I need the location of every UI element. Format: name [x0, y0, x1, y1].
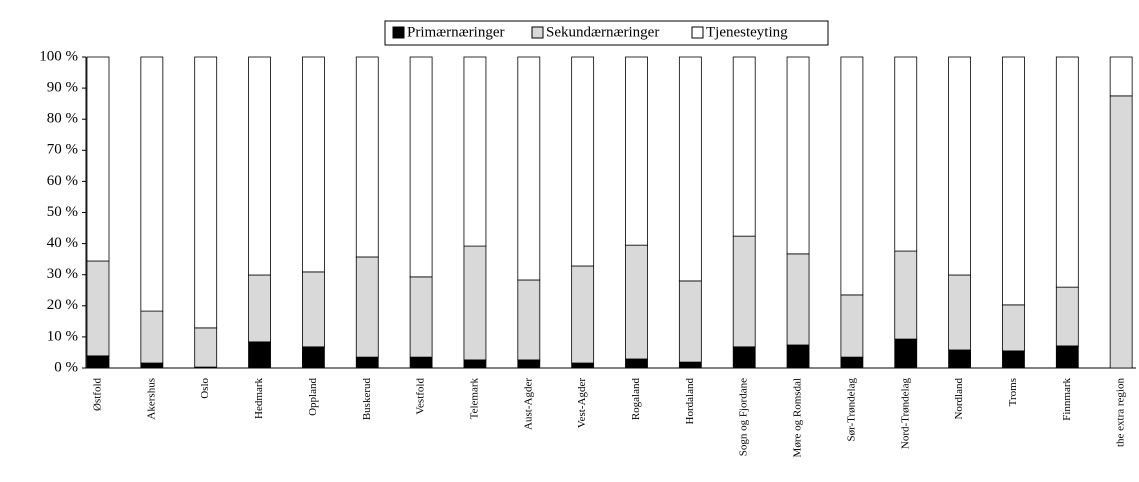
bar-segment	[248, 274, 271, 343]
bar-segment	[355, 56, 379, 258]
bar-segment	[1109, 95, 1133, 369]
bar-segment	[194, 56, 218, 329]
bar-segment	[948, 274, 971, 351]
bar-segment	[1002, 56, 1025, 306]
legend-label: Primærnæringer	[407, 24, 505, 40]
bar-segment	[571, 265, 595, 364]
bar-segment	[463, 245, 487, 361]
bar-segment	[786, 344, 810, 369]
bar-segment	[786, 253, 810, 346]
x-tick-label: Møre og Romsdal	[792, 378, 804, 457]
x-tick-label: Aust-Agder	[522, 378, 534, 430]
bar-segment	[140, 56, 164, 312]
x-tick-label: Hordaland	[684, 378, 696, 425]
x-tick-label: Oslo	[199, 378, 211, 399]
bar-segment	[301, 346, 325, 369]
bar-segment	[625, 56, 648, 246]
bar-segment	[194, 327, 218, 368]
bar-segment	[301, 271, 325, 348]
y-tick-label: 30 %	[47, 266, 78, 282]
y-tick-label: 0 %	[54, 359, 78, 375]
y-tick-label: 70 %	[47, 142, 78, 158]
bar-segment	[948, 349, 971, 369]
bar-segment	[248, 56, 271, 276]
bar-segment	[894, 250, 918, 340]
bar-segment	[355, 256, 379, 358]
bar-segment	[894, 56, 918, 252]
legend-box	[384, 20, 829, 46]
y-tick-label: 80 %	[47, 111, 78, 127]
legend-label: Sekundærnæringer	[546, 24, 659, 40]
bar-segment	[625, 244, 648, 360]
y-tick-label: 10 %	[47, 328, 78, 344]
bar-segment	[732, 56, 756, 237]
x-tick-label: Sogn og Fjordane	[738, 378, 750, 456]
x-tick-label: Akershus	[145, 378, 157, 420]
x-tick-label: Vest-Agder	[576, 378, 588, 428]
x-tick-label: Sør-Trøndelag	[845, 378, 857, 442]
y-tick-label: 90 %	[47, 80, 78, 96]
x-tick-label: the extra region	[1115, 378, 1127, 448]
bar-segment	[86, 260, 110, 357]
x-tick-label: Finnmark	[1061, 378, 1073, 421]
bar-segment	[732, 235, 756, 348]
bar-segment	[1002, 350, 1025, 369]
x-tick-label: Buskerud	[361, 378, 373, 421]
x-tick-label: Nordland	[953, 378, 965, 420]
bar-segment	[301, 56, 325, 273]
bar-segment	[1002, 304, 1025, 352]
bar-segment	[463, 56, 487, 247]
bar-segment	[840, 56, 864, 296]
bar-segment	[678, 56, 702, 282]
bar-segment	[140, 362, 164, 369]
bar-segment	[86, 56, 110, 262]
bar-segment	[1109, 56, 1133, 97]
x-tick-label: Rogaland	[630, 378, 642, 421]
bar-segment	[86, 355, 110, 369]
bar-segment	[248, 341, 271, 369]
bar-segment	[1055, 286, 1079, 347]
x-tick-label: Vestfold	[415, 378, 427, 415]
bar-segment	[571, 362, 595, 369]
bar-segment	[678, 280, 702, 363]
bar-segment	[840, 356, 864, 369]
x-tick-label: Telemark	[468, 378, 480, 420]
y-tick-label: 100 %	[39, 48, 78, 64]
bar-segment	[948, 56, 971, 276]
bar-segment	[732, 346, 756, 369]
legend-label: Tjenesteyting	[706, 24, 788, 40]
bar-segment	[517, 279, 541, 361]
y-tick-label: 60 %	[47, 173, 78, 189]
bar-segment	[786, 56, 810, 255]
bar-segment	[571, 56, 595, 267]
bar-segment	[678, 361, 702, 369]
y-tick-label: 50 %	[47, 204, 78, 220]
x-tick-label: Hedmark	[253, 378, 265, 419]
bar-segment	[517, 359, 541, 369]
bar-segment	[409, 56, 433, 278]
bar-segment	[409, 276, 433, 358]
bar-segment	[625, 358, 648, 369]
bar-segment	[840, 294, 864, 358]
legend-swatch	[691, 26, 704, 39]
x-tick-label: Oppland	[307, 378, 319, 416]
x-tick-label: Troms	[1007, 378, 1019, 406]
bar-segment	[140, 310, 164, 364]
legend-swatch	[531, 26, 544, 39]
x-tick-label: Nord-Trøndelag	[899, 378, 911, 450]
y-tick-label: 40 %	[47, 235, 78, 251]
bar-segment	[355, 356, 379, 369]
x-tick-label: Østfold	[92, 378, 104, 412]
bar-segment	[463, 359, 487, 369]
bar-segment	[1055, 56, 1079, 288]
bar-segment	[517, 56, 541, 281]
bar-segment	[1055, 345, 1079, 369]
bar-segment	[894, 338, 918, 369]
legend-swatch	[392, 26, 405, 39]
y-tick-label: 20 %	[47, 297, 78, 313]
bar-segment	[409, 356, 433, 369]
